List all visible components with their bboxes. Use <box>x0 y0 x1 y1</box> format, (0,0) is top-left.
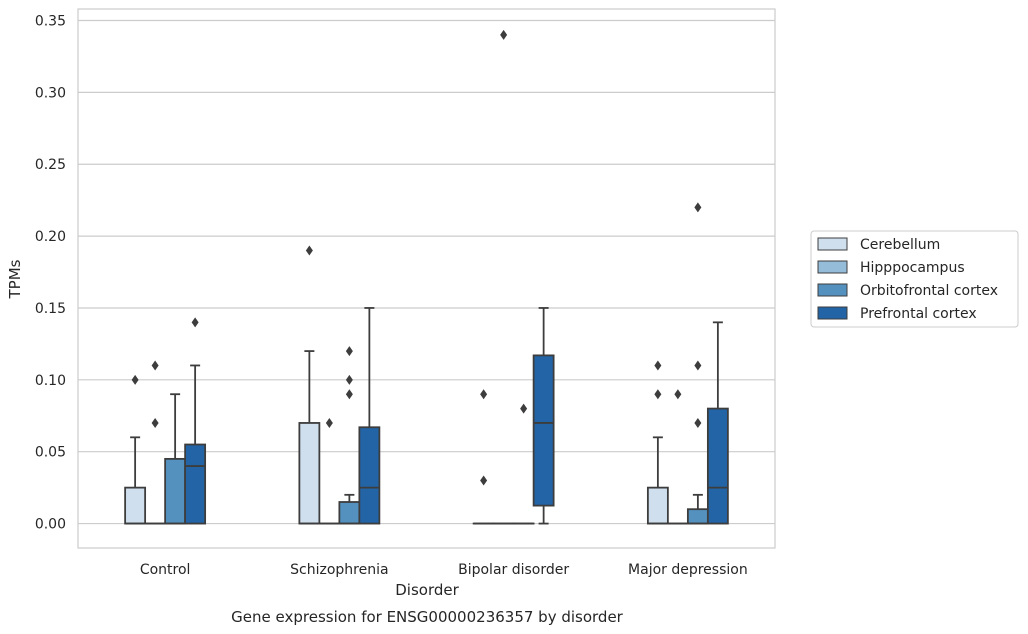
box-group <box>686 202 709 525</box>
y-tick-label: 0.10 <box>35 373 66 389</box>
box <box>124 486 147 525</box>
outlier-point <box>325 417 333 428</box>
box-group <box>472 389 495 525</box>
box <box>532 354 555 507</box>
outlier-point <box>480 389 488 400</box>
box <box>686 508 709 525</box>
x-tick-label: Schizophrenia <box>290 562 388 578</box>
box-group <box>298 245 321 525</box>
outlier-point <box>151 360 159 371</box>
legend-frame <box>810 230 1019 328</box>
box-group <box>492 29 515 525</box>
legend-swatch <box>817 237 848 251</box>
outlier-point <box>305 245 313 256</box>
y-tick-label: 0.15 <box>35 301 66 317</box>
outlier-point <box>345 389 353 400</box>
outlier-point <box>654 389 662 400</box>
box-group <box>706 321 729 525</box>
box-group <box>666 389 689 525</box>
box-group <box>532 307 555 525</box>
outlier-point <box>694 360 702 371</box>
legend-label: Hipppocampus <box>860 260 965 276</box>
box-group <box>124 374 147 525</box>
box-group <box>164 393 187 525</box>
x-tick-labels: Control Schizophrenia Bipolar disorder Majo… <box>140 562 748 578</box>
box-group <box>646 360 669 525</box>
legend-swatch <box>817 283 848 297</box>
x-axis-title: Disorder <box>395 581 459 599</box>
y-tick-label: 0.00 <box>35 517 66 533</box>
y-tick-label: 0.05 <box>35 445 66 461</box>
box <box>184 443 207 525</box>
outlier-point <box>345 346 353 357</box>
x-tick-label: Control <box>140 562 191 578</box>
grid-lines <box>78 19 775 525</box>
box <box>298 422 321 525</box>
legend-label: Orbitofrontal cortex <box>860 283 998 299</box>
outlier-point <box>191 317 199 328</box>
outlier-point <box>694 202 702 213</box>
box <box>358 426 381 525</box>
legend: Cerebellum Hipppocampus Orbitofrontal cort… <box>810 230 1019 328</box>
outlier-point <box>480 475 488 486</box>
box-group <box>338 346 361 525</box>
x-tick-label: Bipolar disorder <box>458 562 569 578</box>
y-tick-labels: 0.00 0.05 0.10 0.15 0.20 0.25 0.30 0.35 <box>35 13 66 532</box>
box <box>338 501 361 525</box>
box-group <box>184 317 207 525</box>
box <box>646 486 669 525</box>
outlier-point <box>654 360 662 371</box>
outlier-point <box>694 417 702 428</box>
outlier-point <box>520 403 528 414</box>
y-tick-label: 0.35 <box>35 13 66 29</box>
legend-swatch <box>817 260 848 274</box>
legend-swatch <box>817 306 848 320</box>
plot-marks <box>124 29 729 525</box>
outlier-point <box>500 29 508 40</box>
box-group <box>358 307 381 525</box>
box-group <box>144 360 167 525</box>
y-tick-label: 0.20 <box>35 229 66 245</box>
y-axis-title: TPMs <box>6 259 24 299</box>
outlier-point <box>151 417 159 428</box>
box-group <box>512 403 535 525</box>
plot-frame <box>77 8 776 549</box>
legend-label: Cerebellum <box>860 237 940 253</box>
outlier-point <box>345 374 353 385</box>
outlier-point <box>131 374 139 385</box>
x-tick-label: Major depression <box>628 562 748 578</box>
legend-label: Prefrontal cortex <box>860 306 977 322</box>
box <box>164 457 187 525</box>
y-tick-label: 0.25 <box>35 157 66 173</box>
box-group <box>318 417 341 525</box>
chart-title: Gene expression for ENSG00000236357 by d… <box>231 608 624 626</box>
outlier-point <box>674 389 682 400</box>
box <box>706 407 729 525</box>
y-tick-label: 0.30 <box>35 85 66 101</box>
